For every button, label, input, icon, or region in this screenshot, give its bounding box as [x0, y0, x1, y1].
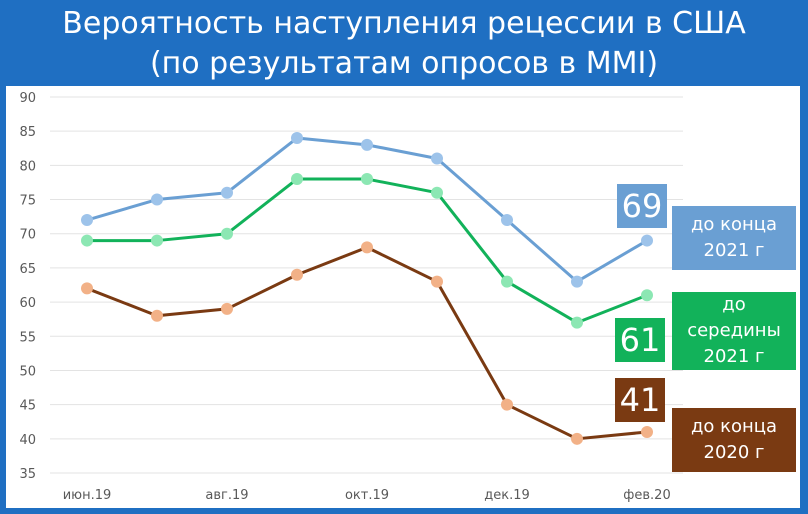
- series-2021-end-line: [86, 136, 648, 284]
- y-tick-label: 45: [19, 399, 36, 414]
- series-2020-end-point: [641, 425, 653, 438]
- y-tick-label: 90: [19, 91, 36, 106]
- series-2021-end-point: [361, 138, 373, 151]
- y-tick-label: 40: [19, 433, 36, 448]
- legend-2021-mid-line1: до: [722, 294, 746, 315]
- series-2021-end-point: [641, 234, 653, 247]
- series-2021-mid-point: [641, 289, 653, 302]
- series-2021-mid-point: [501, 275, 513, 288]
- y-tick-label: 55: [19, 330, 36, 345]
- series-2021-end-point: [291, 132, 303, 145]
- series-2021-mid-point: [431, 186, 443, 199]
- x-tick-label: авг.19: [205, 488, 248, 503]
- x-tick-label: дек.19: [484, 488, 530, 503]
- x-tick-label: июн.19: [63, 488, 112, 503]
- series-2020-end-point: [431, 275, 443, 288]
- series-2020-end-point: [151, 309, 163, 322]
- series-2021-mid-point: [151, 234, 163, 247]
- series-2020-end-point: [291, 268, 303, 281]
- title-line-1: Вероятность наступления рецессии в США: [62, 6, 746, 41]
- y-tick-label: 75: [19, 194, 36, 209]
- end-value-2020-end: 41: [615, 378, 665, 422]
- series-2020-end-line: [86, 245, 648, 441]
- series-2021-mid-point: [221, 227, 233, 240]
- y-tick-label: 70: [19, 228, 36, 243]
- legend-2021-mid: до середины 2021 г: [672, 292, 796, 370]
- y-tick-label: 60: [19, 296, 36, 311]
- series-2021-end-point: [571, 275, 583, 288]
- x-tick-label: фев.20: [623, 488, 670, 503]
- legend-2021-end-line1: до конца: [690, 214, 778, 235]
- series-2020-end-point: [571, 432, 583, 445]
- y-tick-label: 80: [19, 159, 36, 174]
- chart-title: Вероятность наступления рецессии в США (…: [0, 0, 808, 86]
- series-2021-end-point: [221, 186, 233, 199]
- series-2021-mid-point: [291, 173, 303, 186]
- series-2021-end-point: [501, 214, 513, 227]
- y-tick-label: 65: [19, 262, 36, 277]
- y-tick-label: 85: [19, 125, 36, 140]
- end-value-2021-end: 69: [617, 184, 667, 228]
- series-2020-end-point: [501, 398, 513, 411]
- series-2021-mid-point: [571, 316, 583, 329]
- series-2021-mid-point: [81, 234, 93, 247]
- y-tick-label: 35: [19, 467, 36, 482]
- legend-2021-mid-line3: 2021 г: [703, 346, 765, 367]
- legend-2020-end-line1: до конца: [690, 416, 778, 437]
- series-2021-mid-point: [361, 173, 373, 186]
- legend-2021-mid-line2: середины: [687, 320, 781, 341]
- series-2020-end-point: [221, 302, 233, 315]
- legend-2020-end: до конца 2020 г: [672, 408, 796, 472]
- x-tick-label: окт.19: [345, 488, 389, 503]
- y-tick-label: 50: [19, 364, 36, 379]
- series-2021-end-point: [431, 152, 443, 165]
- legend-2021-end: до конца 2021 г: [672, 206, 796, 270]
- title-line-2: (по результатам опросов в MMI): [149, 46, 659, 81]
- series-2020-end-point: [81, 282, 93, 295]
- legend-2020-end-line2: 2020 г: [703, 442, 765, 463]
- plot-area: [6, 86, 800, 508]
- legend-2021-end-line2: 2021 г: [703, 240, 765, 261]
- end-value-2021-mid: 61: [615, 318, 665, 362]
- series-2021-end-point: [81, 214, 93, 227]
- series-2020-end-point: [361, 241, 373, 254]
- series-2021-end-point: [151, 193, 163, 206]
